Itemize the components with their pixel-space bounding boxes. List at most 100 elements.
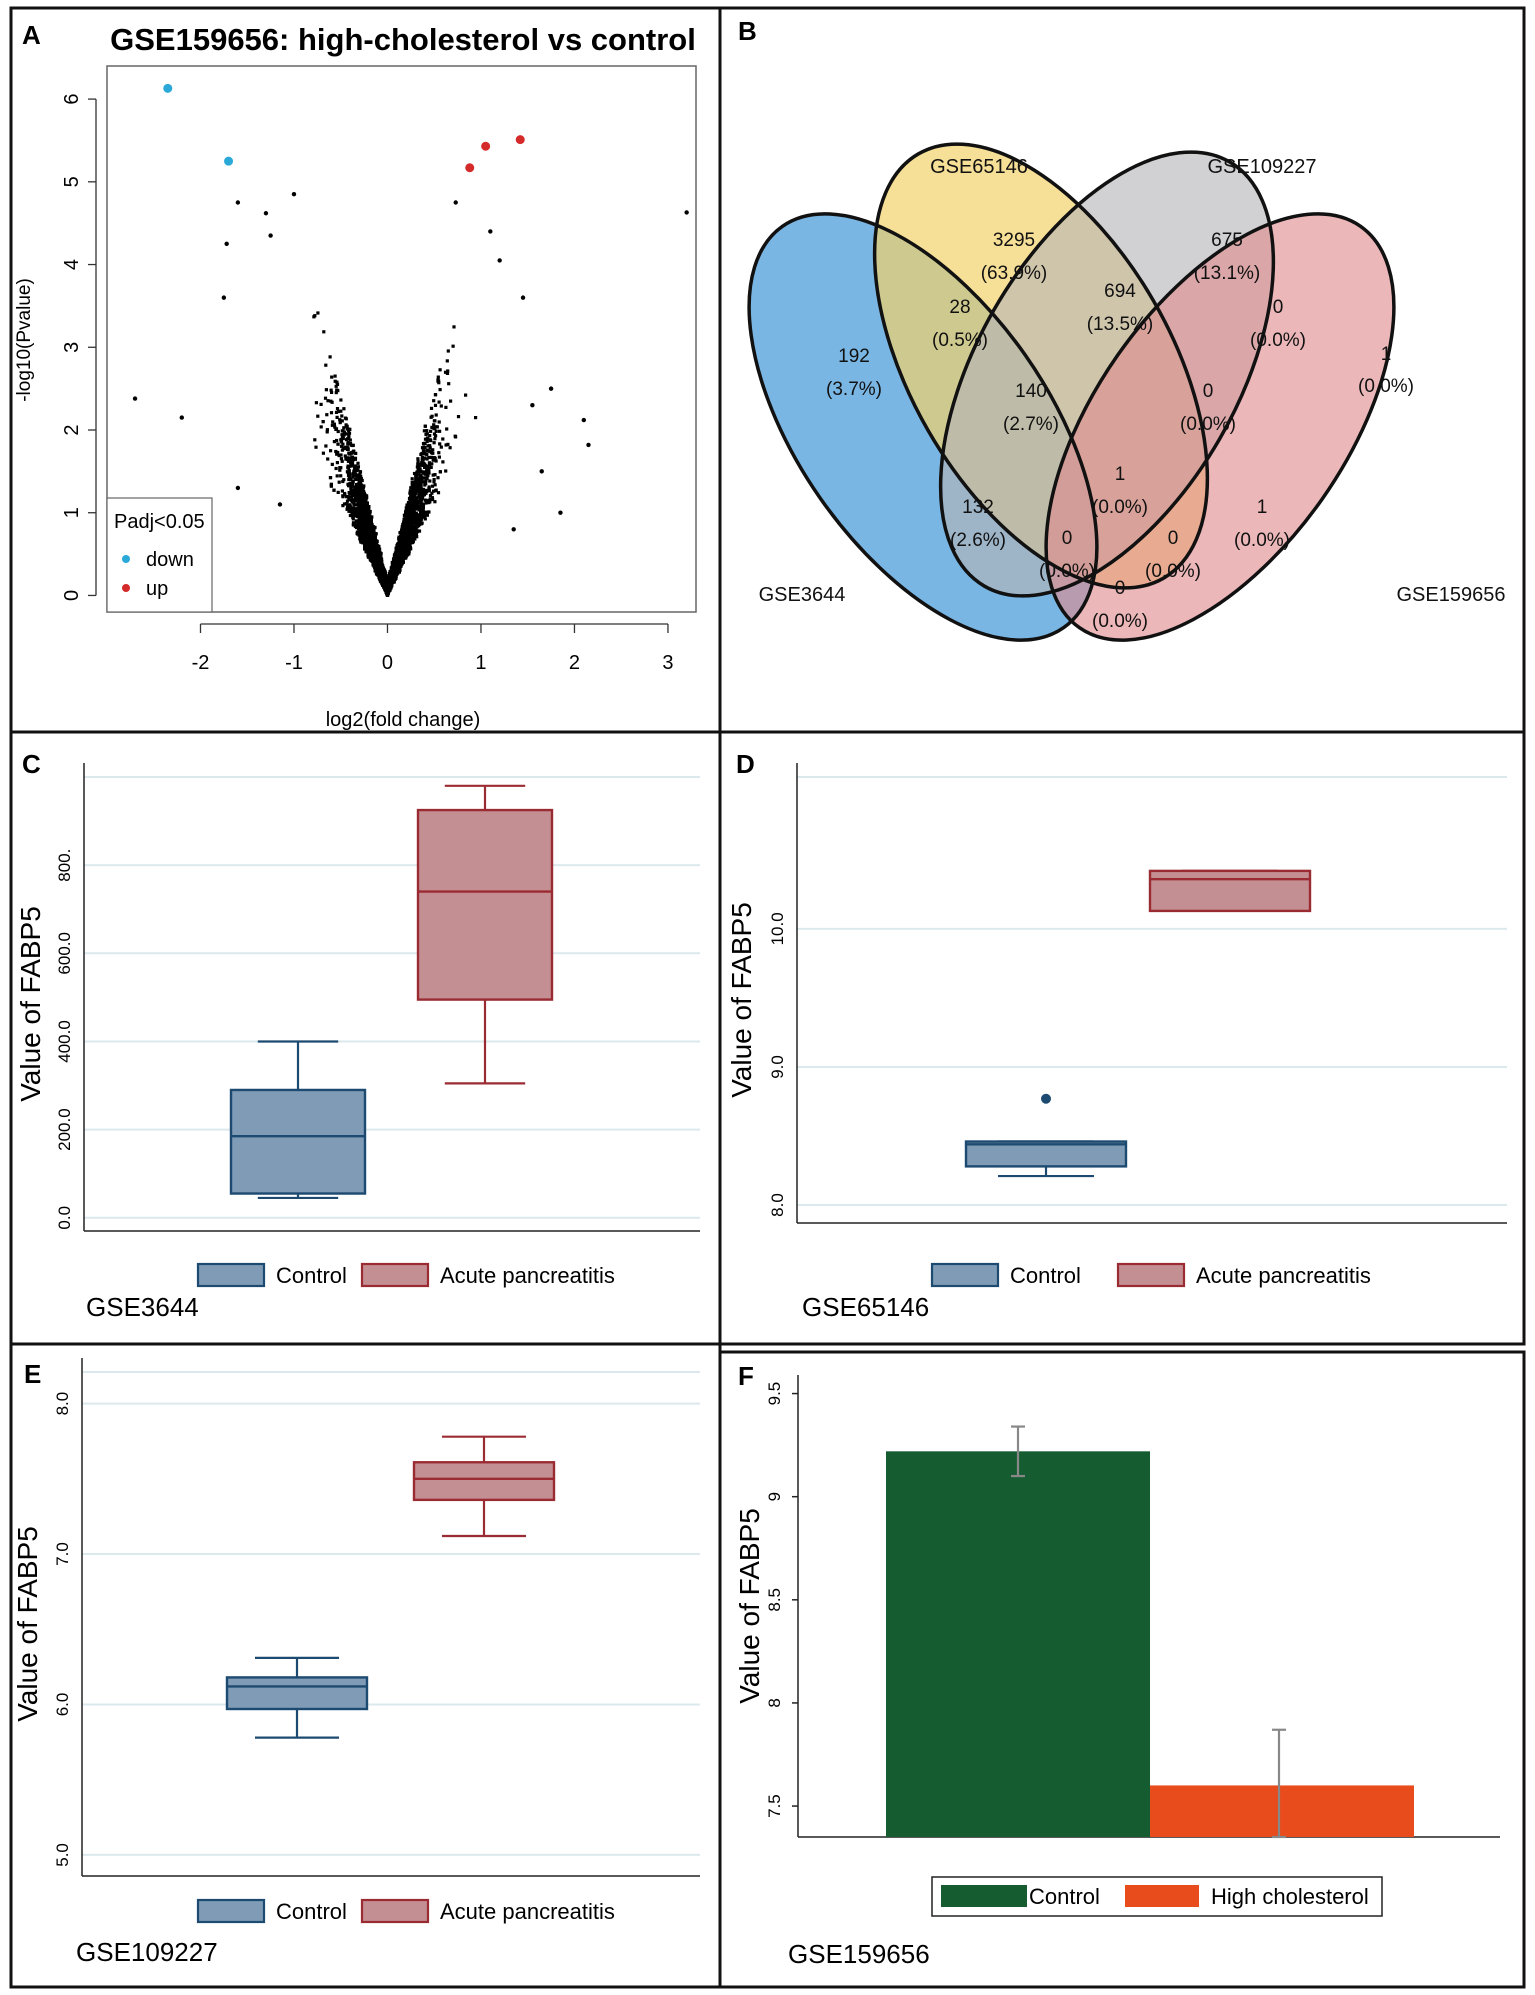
volcano-point bbox=[416, 487, 420, 491]
volcano-point bbox=[340, 489, 344, 493]
volcano-point bbox=[341, 447, 346, 451]
volcano-point bbox=[360, 478, 364, 483]
volcano-point bbox=[428, 462, 432, 466]
volcano-point bbox=[420, 460, 424, 465]
volcano-point bbox=[438, 368, 442, 372]
volcano-point bbox=[430, 484, 435, 488]
volcano-point bbox=[339, 440, 344, 444]
volcano-point bbox=[350, 455, 355, 459]
volcano-point bbox=[346, 466, 350, 470]
volcano-point bbox=[346, 447, 350, 451]
volcano-point bbox=[354, 451, 358, 455]
volcano-point bbox=[358, 472, 362, 476]
volcano-point bbox=[355, 485, 359, 490]
volcano-point bbox=[433, 483, 437, 487]
volcano-point bbox=[356, 523, 361, 527]
volcano-point bbox=[336, 429, 340, 434]
volcano-point bbox=[409, 524, 413, 528]
volcano-point bbox=[341, 442, 345, 446]
volcano-point bbox=[407, 544, 411, 548]
volcano-point bbox=[464, 393, 468, 397]
volcano-point bbox=[350, 514, 354, 518]
volcano-point bbox=[423, 441, 427, 445]
volcano-point bbox=[419, 507, 423, 511]
volcano-point bbox=[342, 478, 346, 482]
volcano-point bbox=[359, 493, 363, 497]
volcano-point bbox=[334, 466, 338, 471]
volcano-point bbox=[443, 370, 448, 374]
volcano-point bbox=[424, 432, 428, 436]
volcano-point bbox=[426, 510, 430, 514]
volcano-point bbox=[438, 442, 442, 446]
volcano-point bbox=[333, 379, 337, 383]
volcano-point bbox=[337, 480, 341, 484]
volcano-point bbox=[419, 463, 424, 467]
volcano-point bbox=[355, 473, 359, 477]
volcano-point bbox=[446, 369, 450, 373]
volcano-point bbox=[424, 490, 428, 494]
volcano-point bbox=[418, 518, 422, 522]
volcano-point bbox=[338, 421, 342, 425]
volcano-point bbox=[434, 413, 438, 417]
volcano-point bbox=[412, 498, 416, 503]
volcano-point bbox=[326, 457, 330, 461]
volcano-point bbox=[416, 457, 420, 461]
panel-a: A GSE159656: high-cholesterol vs control… bbox=[9, 6, 722, 734]
volcano-point bbox=[348, 476, 352, 480]
volcano-point bbox=[347, 509, 351, 513]
volcano-point bbox=[335, 452, 339, 456]
volcano-point bbox=[410, 541, 414, 545]
volcano-point bbox=[359, 512, 363, 516]
volcano-point bbox=[323, 396, 328, 400]
volcano-point bbox=[452, 325, 456, 329]
volcano-point bbox=[420, 515, 424, 520]
volcano-point bbox=[421, 471, 425, 475]
panel-a-letter: A bbox=[22, 20, 41, 50]
volcano-point bbox=[425, 473, 429, 477]
volcano-point bbox=[335, 438, 339, 443]
volcano-point bbox=[423, 476, 427, 480]
volcano-point bbox=[416, 462, 420, 466]
volcano-point bbox=[414, 507, 419, 511]
volcano-point bbox=[416, 495, 420, 499]
volcano-point bbox=[359, 540, 363, 544]
volcano-point bbox=[326, 399, 330, 403]
volcano-point bbox=[342, 407, 346, 411]
volcano-point bbox=[325, 413, 329, 417]
volcano-point bbox=[421, 511, 425, 515]
volcano-point bbox=[445, 371, 450, 375]
volcano-point bbox=[338, 468, 342, 472]
volcano-point bbox=[339, 457, 343, 461]
volcano-point bbox=[413, 537, 417, 541]
volcano-point bbox=[425, 476, 429, 480]
volcano-point bbox=[416, 459, 420, 463]
volcano-point bbox=[348, 503, 352, 507]
volcano-point bbox=[352, 449, 356, 453]
volcano-point bbox=[433, 425, 437, 429]
volcano-point bbox=[437, 400, 441, 404]
volcano-point bbox=[419, 483, 423, 487]
volcano-point bbox=[347, 474, 351, 478]
volcano-point bbox=[412, 506, 416, 511]
volcano-point bbox=[431, 473, 435, 477]
volcano-point bbox=[342, 433, 346, 437]
volcano-point bbox=[424, 501, 428, 505]
volcano-point bbox=[314, 445, 318, 449]
volcano-point bbox=[348, 456, 352, 460]
volcano-point bbox=[430, 462, 434, 466]
volcano-point bbox=[427, 488, 431, 492]
volcano-point bbox=[351, 521, 356, 525]
volcano-point bbox=[344, 438, 349, 442]
volcano-point bbox=[425, 436, 429, 440]
volcano-point bbox=[354, 465, 358, 470]
volcano-point bbox=[419, 513, 423, 517]
volcano-point bbox=[432, 432, 437, 436]
volcano-point bbox=[425, 429, 429, 433]
volcano-point bbox=[428, 494, 433, 498]
volcano-point bbox=[330, 462, 334, 466]
volcano-point bbox=[316, 414, 320, 418]
volcano-point bbox=[334, 449, 338, 454]
volcano-point bbox=[358, 500, 362, 504]
volcano-point bbox=[364, 546, 368, 550]
volcano-point bbox=[419, 475, 423, 479]
